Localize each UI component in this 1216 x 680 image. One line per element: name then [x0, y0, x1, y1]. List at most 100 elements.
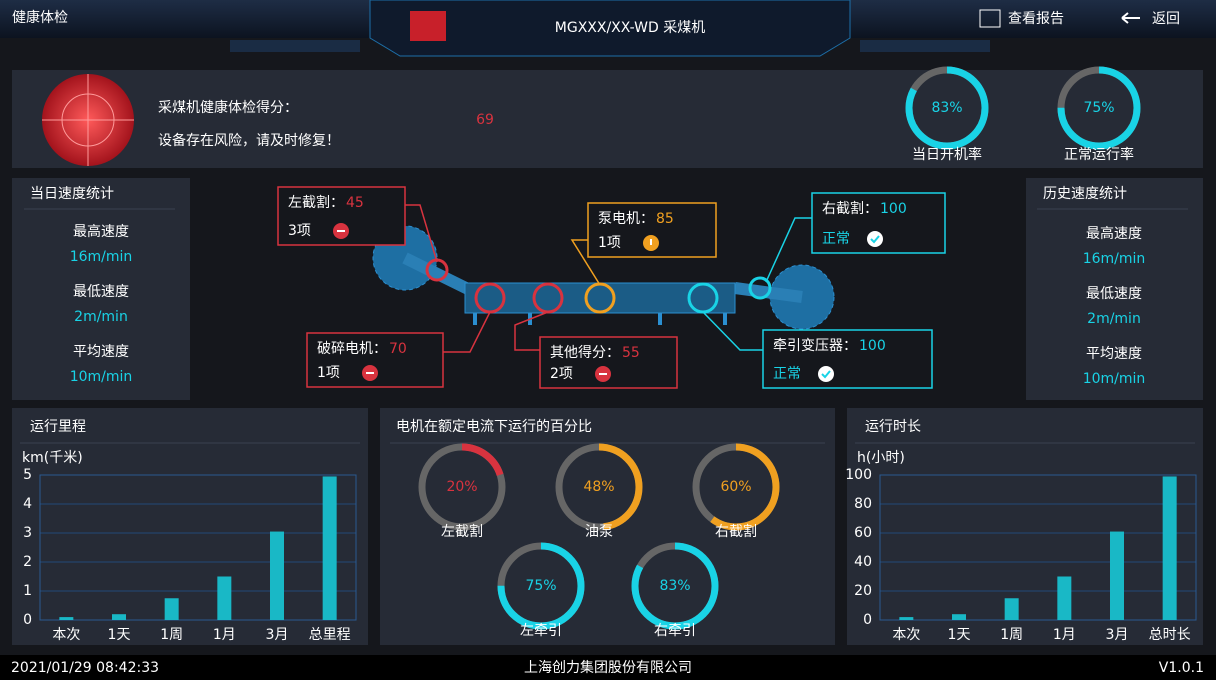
ring-name: 油泵	[585, 524, 613, 540]
score-icon-cross	[42, 74, 134, 166]
y-axis-label: km(千米)	[22, 450, 83, 466]
component-name: 右截割：	[822, 200, 878, 217]
speed-value: 10m/min	[70, 369, 133, 385]
speed-name: 最高速度	[1086, 225, 1142, 242]
y-tick-label: 5	[23, 467, 32, 483]
speed-name: 最低速度	[1086, 286, 1142, 302]
part	[748, 276, 772, 300]
speed-value: 16m/min	[70, 249, 133, 265]
component-name: 破碎电机：	[317, 341, 387, 357]
component-status: 1项	[317, 365, 340, 381]
ring-arc	[555, 443, 643, 531]
bar	[1004, 598, 1019, 620]
speed-panel	[1026, 178, 1203, 400]
ring-arc	[1057, 66, 1141, 150]
status-icon-mark	[821, 370, 831, 379]
component-name: 其他得分：	[550, 344, 620, 361]
y-tick-label: 1	[23, 583, 32, 599]
footer-company: 上海创力集团股份有限公司	[524, 659, 692, 676]
ring-label: 20%	[446, 479, 477, 495]
header-stripe	[860, 40, 990, 52]
component-status: 3项	[288, 223, 311, 239]
ring-arc	[692, 443, 780, 531]
panel-title: 运行时长	[865, 419, 921, 435]
ring-name: 右截割	[715, 523, 757, 540]
y-tick-label: 3	[23, 525, 32, 541]
component-name: 泵电机：	[598, 211, 654, 227]
bar	[1162, 476, 1177, 620]
component-score: 70	[389, 341, 407, 357]
status-icon	[867, 231, 883, 247]
component-status: 正常	[822, 231, 850, 247]
component-box	[762, 329, 933, 389]
ring-label: 48%	[583, 479, 614, 495]
speed-value: 16m/min	[1083, 251, 1146, 267]
speed-name: 平均速度	[1086, 346, 1142, 362]
ring-name: 左牵引	[520, 623, 562, 639]
bar	[322, 476, 337, 620]
plot-frame	[879, 474, 1197, 621]
bar	[899, 617, 914, 620]
section-title: 健康体检	[12, 9, 68, 26]
panel-title: 当日速度统计	[30, 186, 114, 202]
connector	[514, 311, 549, 351]
speed-value: 10m/min	[1083, 371, 1146, 387]
score-note: 设备存在风险，请及时修复！	[158, 132, 340, 149]
x-tick-label: 1周	[1000, 627, 1023, 643]
ring-name: 左截割	[441, 523, 483, 540]
ring-label: 75%	[525, 578, 556, 594]
x-tick-label: 总里程	[309, 627, 351, 643]
title-plate	[369, 0, 851, 57]
x-tick-label: 1月	[213, 627, 236, 643]
y-axis-label: h(小时)	[857, 450, 905, 466]
status-icon	[818, 366, 834, 382]
ring-arc	[497, 542, 585, 630]
ring-name: 当日开机率	[912, 146, 982, 163]
component-score: 100	[880, 201, 907, 217]
component-name: 牵引变压器：	[773, 338, 857, 354]
x-tick-label: 本次	[892, 627, 920, 643]
footer-version: V1.0.1	[1159, 660, 1204, 676]
speed-value: 2m/min	[1087, 311, 1141, 327]
x-tick-label: 1天	[948, 627, 971, 643]
duration-panel	[847, 408, 1203, 645]
x-tick-label: 本次	[52, 627, 80, 643]
status-icon-mark	[870, 235, 880, 244]
bar	[164, 598, 179, 620]
connector	[702, 311, 763, 351]
connector	[443, 311, 491, 353]
score-panel	[12, 70, 1203, 168]
ring-label: 83%	[931, 100, 962, 116]
footer-datetime: 2021/01/29 08:42:33	[11, 660, 159, 676]
ring-label: 60%	[720, 479, 751, 495]
ring-name: 右牵引	[654, 623, 696, 639]
speed-name: 平均速度	[73, 344, 129, 360]
ring-arc	[631, 542, 719, 630]
report-button[interactable]: 查看报告	[1008, 11, 1064, 27]
bar	[217, 576, 232, 620]
bar	[1110, 531, 1124, 620]
bar	[1057, 576, 1072, 620]
y-tick-label: 60	[854, 525, 872, 541]
component-status: 1项	[598, 235, 621, 251]
speed-value: 2m/min	[74, 309, 128, 325]
y-tick-label: 100	[845, 467, 872, 483]
back-button[interactable]: 返回	[1152, 11, 1180, 27]
component-score: 100	[859, 338, 886, 354]
x-tick-label: 3月	[1106, 627, 1129, 643]
report-icon	[979, 9, 1001, 28]
y-tick-label: 4	[23, 496, 32, 512]
logo	[410, 11, 446, 41]
component-score: 85	[656, 211, 674, 227]
component-status: 2项	[550, 366, 573, 382]
ring-label: 83%	[659, 578, 690, 594]
speed-name: 最高速度	[73, 223, 129, 240]
x-tick-label: 1周	[160, 627, 183, 643]
score-value: 69	[476, 112, 494, 128]
connector	[405, 204, 438, 263]
back-icon	[1121, 12, 1140, 24]
x-tick-label: 3月	[266, 627, 289, 643]
header-stripe	[230, 40, 360, 52]
bar	[112, 614, 126, 620]
